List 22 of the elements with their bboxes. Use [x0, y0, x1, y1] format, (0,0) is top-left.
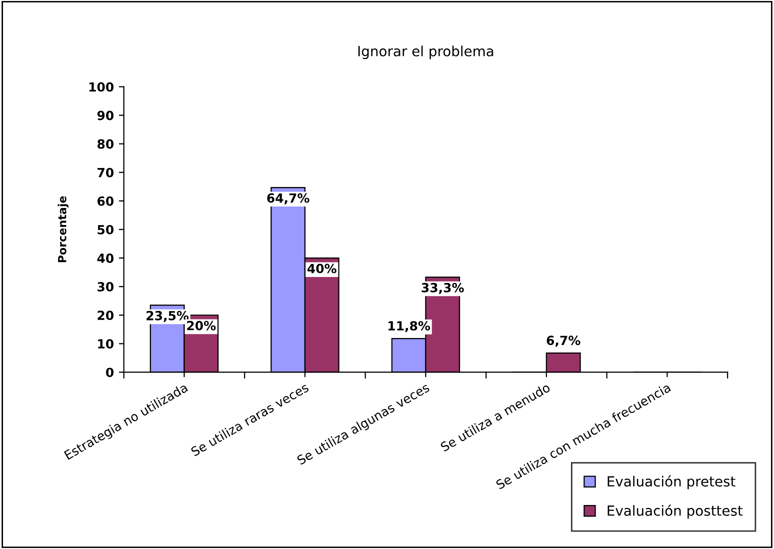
y-tick-label: 30 [98, 282, 114, 292]
legend-label: Evaluación posttest [608, 504, 743, 519]
y-tick-label: 0 [106, 368, 114, 378]
y-tick-label: 80 [97, 139, 114, 149]
legend-label: Evaluación pretest [608, 475, 736, 490]
chart-title: Ignorar el problema [358, 46, 494, 60]
y-tick-label: 100 [89, 82, 114, 92]
y-tick-label: 40 [97, 254, 114, 263]
data-label: 64,7% [267, 193, 310, 204]
y-tick-label: 10 [98, 339, 114, 349]
data-label: 40% [307, 264, 336, 274]
data-label: 20% [187, 320, 216, 330]
y-tick-label: 20 [98, 310, 114, 320]
y-tick-label: 70 [98, 168, 114, 178]
data-label: 33,3% [422, 282, 464, 294]
data-label: 11,8% [388, 321, 430, 332]
y-axis-title: Porcentaje [58, 196, 69, 262]
y-tick-label: 50 [98, 224, 114, 234]
y-tick-label: 60 [98, 196, 114, 206]
y-tick-label: 90 [97, 110, 114, 120]
data-label: 6,7% [546, 336, 580, 347]
data-label: 23,5% [146, 310, 189, 322]
